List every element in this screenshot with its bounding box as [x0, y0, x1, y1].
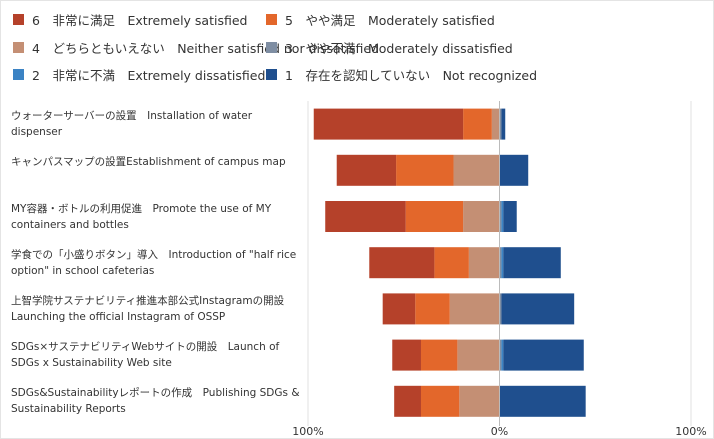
legend-label: 5 やや満足 Moderately satisfied [285, 13, 495, 28]
bar-segment [382, 293, 416, 325]
x-tick-label: 100% [292, 425, 323, 438]
bar-segment [491, 108, 500, 140]
legend-label: 4 どちらともいえない Neither satisfied nor dissat… [32, 40, 380, 56]
category-label: MY容器・ボトルの利用促進 Promote the use of MY cont… [11, 202, 272, 231]
bar-segment [499, 108, 502, 140]
bar-segment [503, 247, 561, 279]
legend-item: 3 やや不満 Moderately dissatisfied [266, 38, 513, 57]
bar-segment [396, 154, 454, 186]
bar-segment [420, 339, 458, 371]
bar-segment [420, 385, 460, 417]
legend-swatch [266, 14, 277, 25]
category-label: SDGs&Sustainabilityレポートの作成 Publishing SD… [11, 387, 300, 416]
bar-segment [405, 201, 464, 232]
bar-segment [501, 293, 575, 325]
bar-segment [449, 293, 500, 325]
bar-segment [394, 385, 421, 417]
bar-segment [499, 154, 529, 186]
category-label: ウォーターサーバーの設置 Installation of water dispe… [11, 110, 253, 139]
legend-swatch [13, 41, 24, 53]
legend-item: 6 非常に満足 Extremely satisfied [13, 10, 247, 29]
bar-segment [499, 201, 502, 232]
bar-segment [392, 339, 421, 371]
legend-label: 3 やや不満 Moderately dissatisfied [285, 40, 513, 56]
category-label: キャンパスマップの設置Establishment of campus map [11, 156, 286, 169]
bar-segment [501, 339, 504, 371]
bar-segment [325, 201, 406, 232]
legend-swatch [13, 14, 24, 25]
x-tick-label: 100% [675, 425, 706, 438]
bar-segment [313, 108, 464, 140]
bar-segment [503, 201, 517, 232]
legend-item: 2 非常に不満 Extremely dissatisfied [13, 65, 265, 84]
x-tick-label: 0% [491, 425, 508, 438]
bar-segment [499, 247, 502, 279]
legend-swatch [266, 69, 277, 80]
legend-swatch [266, 41, 277, 53]
category-label: 学食での「小盛りボタン」導入 Introduction of "half ric… [11, 248, 297, 277]
bar-segment [499, 339, 502, 371]
legend-item: 5 やや満足 Moderately satisfied [266, 10, 495, 29]
bar-segment [336, 154, 397, 186]
legend-label: 2 非常に不満 Extremely dissatisfied [32, 68, 266, 83]
legend-label: 6 非常に満足 Extremely satisfied [32, 13, 248, 28]
bar-segment [453, 154, 500, 186]
bar-segment [415, 293, 450, 325]
legend-item: 1 存在を認知していない Not recognized [266, 65, 537, 84]
category-label: 上智学院サステナビリティ推進本部公式Instagramの開設 Launching… [11, 294, 295, 323]
legend-label: 1 存在を認知していない Not recognized [285, 68, 538, 83]
legend-swatch [13, 69, 24, 80]
bar-segment [501, 108, 506, 140]
bar-segment [434, 247, 469, 279]
bar-segment [369, 247, 435, 279]
bar-segment [468, 247, 500, 279]
bar-segment [463, 201, 500, 232]
bar-segment [501, 201, 504, 232]
bar-segment [459, 385, 500, 417]
bar-segment [463, 108, 492, 140]
bar-segment [499, 385, 586, 417]
bar-segment [457, 339, 500, 371]
bar-segment [501, 247, 504, 279]
bar-segment [499, 293, 502, 325]
legend-item: 4 どちらともいえない Neither satisfied nor dissat… [13, 38, 379, 57]
bar-segment [503, 339, 584, 371]
category-label: SDGs×サステナビリティWebサイトの開設 Launch of SDGs x … [11, 341, 280, 370]
